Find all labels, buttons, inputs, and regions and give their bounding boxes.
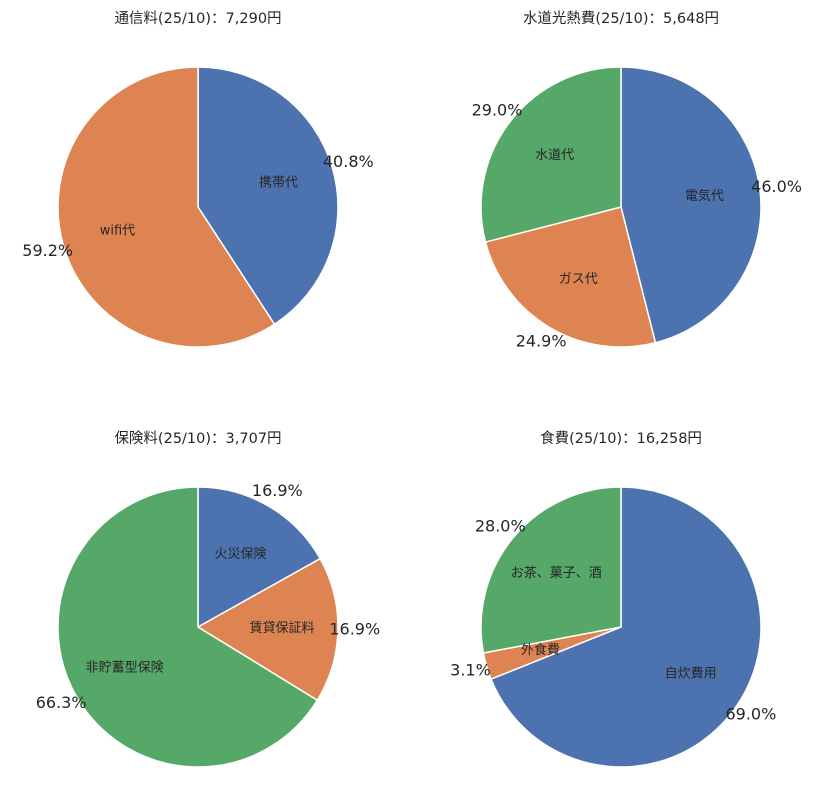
slice-label: wifi代 [100, 223, 135, 238]
slice-percent-label: 59.2% [22, 241, 73, 260]
pie-slice [197, 557, 339, 702]
slice-label: 水道代 [535, 148, 574, 163]
slice-percent-label: 69.0% [725, 704, 776, 723]
slice-label: ガス代 [559, 272, 598, 287]
slice-label: 賃貸保証料 [249, 620, 314, 636]
slice-percent-label: 16.9% [252, 481, 303, 500]
chart-title: 保険料(25/10)：3,707円 [114, 430, 281, 447]
slice-percent-label: 29.0% [472, 101, 523, 120]
slice-percent-label: 40.8% [323, 152, 374, 171]
slice-percent-label: 16.9% [329, 620, 380, 639]
slice-label: お茶、菓子、酒 [511, 565, 602, 581]
slice-percent-label: 66.3% [36, 693, 87, 712]
slice-percent-label: 3.1% [450, 660, 491, 679]
slice-percent-label: 24.9% [516, 331, 567, 350]
pie-slice [57, 66, 276, 348]
slice-label: 非貯蓄型保険 [86, 661, 164, 676]
pie-slice [484, 206, 657, 348]
pie-slice [480, 66, 622, 243]
slice-label: 火災保険 [214, 547, 266, 562]
slice-label: 外食費 [521, 642, 560, 658]
pie-slice [490, 486, 762, 768]
pie-slice [197, 486, 321, 628]
chart-title: 通信料(25/10)：7,290円 [114, 10, 281, 27]
slice-label: 自炊費用 [665, 667, 717, 682]
chart-title: 水道光熱費(25/10)：5,648円 [523, 10, 719, 27]
pie-slice [57, 486, 319, 768]
pie-slice [480, 486, 622, 654]
slice-label: 電気代 [685, 188, 724, 204]
slice-percent-label: 46.0% [751, 177, 802, 196]
slice-label: 携帯代 [259, 175, 298, 191]
slice-percent-label: 28.0% [475, 516, 526, 535]
chart-title: 食費(25/10)：16,258円 [540, 430, 702, 447]
pie-slice [620, 66, 762, 344]
